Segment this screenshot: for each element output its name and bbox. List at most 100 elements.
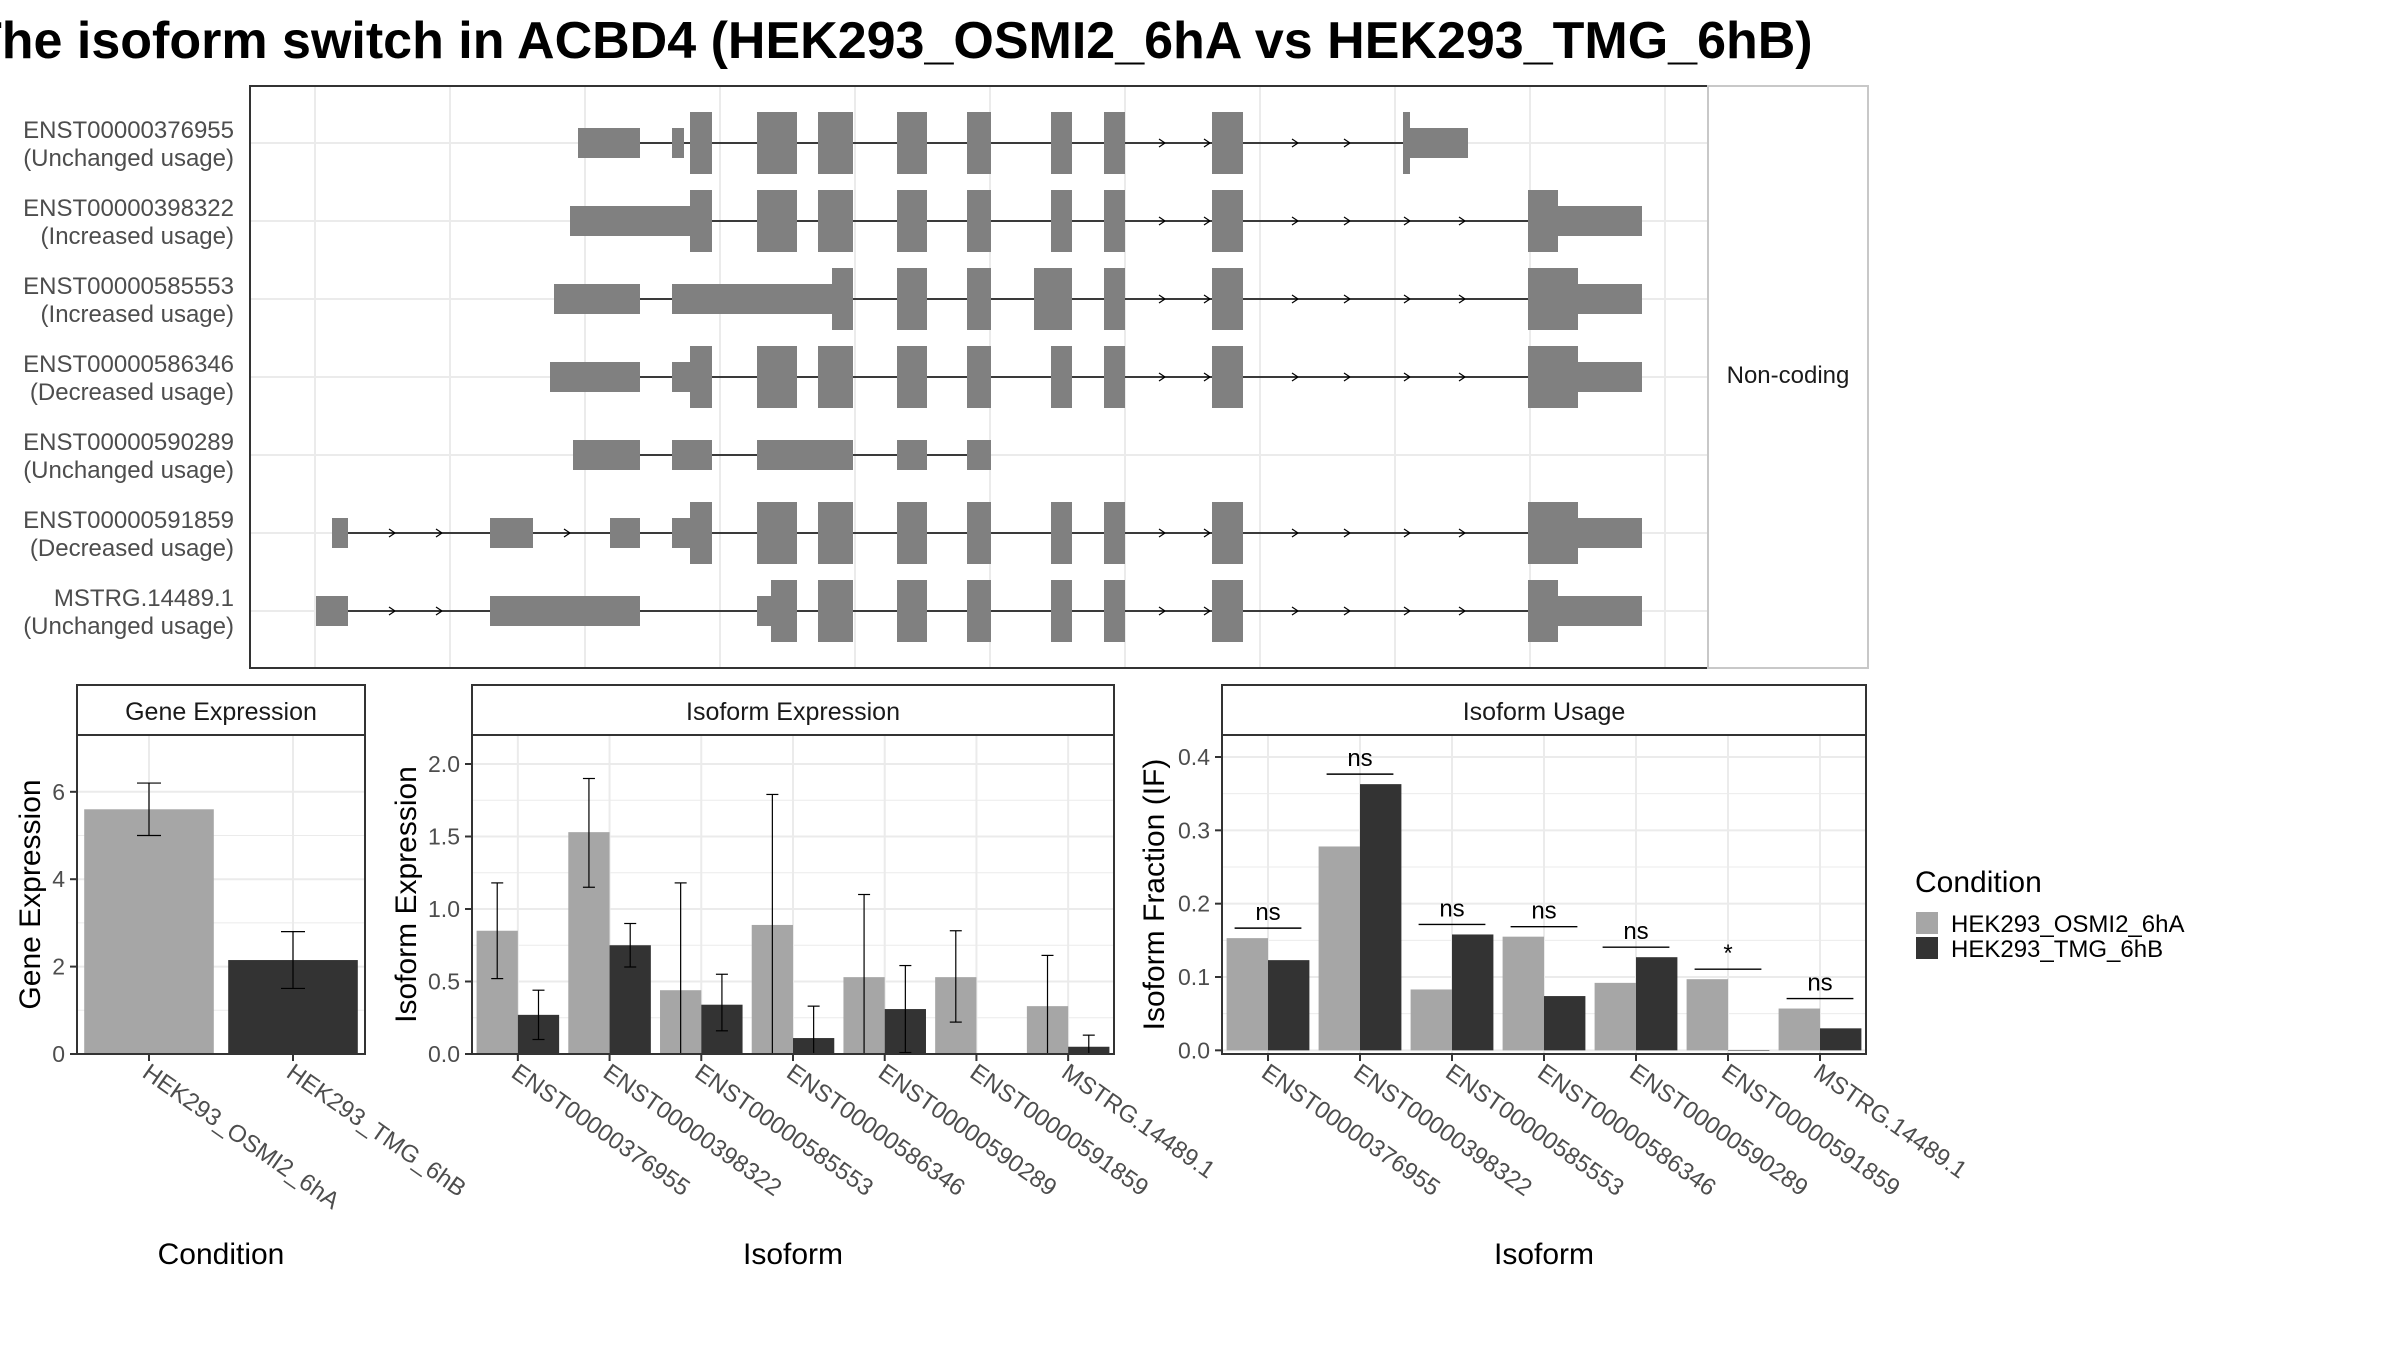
utr-exon — [672, 128, 684, 158]
strand-arrow — [1203, 606, 1212, 616]
strand-arrow — [1403, 294, 1412, 304]
strand-arrow — [1158, 606, 1167, 616]
cds-exon — [897, 502, 927, 564]
cds-exon — [1212, 190, 1243, 252]
strand-arrow — [1158, 216, 1167, 226]
utr-exon — [1578, 284, 1642, 314]
structure-strip — [1707, 85, 1869, 669]
legend-swatch — [1916, 912, 1938, 934]
cds-exon — [967, 502, 991, 564]
utr-exon — [1558, 206, 1642, 236]
legend-label: HEK293_TMG_6hB — [1951, 936, 2163, 963]
y-axis-title: Isoform Expression — [390, 766, 423, 1023]
cds-exon — [1104, 190, 1125, 252]
strand-arrow — [1403, 216, 1412, 226]
bar — [1686, 979, 1728, 1051]
legend-title: Condition — [1915, 866, 2042, 899]
isoform-label: ENST00000398322 — [23, 195, 234, 222]
utr-exon — [672, 362, 690, 392]
cds-exon — [1104, 346, 1125, 408]
significance-label: ns — [1531, 898, 1556, 925]
isoform-label: ENST00000590289 — [23, 429, 234, 456]
utr-exon — [672, 518, 690, 548]
isoform-status-label: (Unchanged usage) — [23, 457, 234, 484]
y-tick-label: 4 — [52, 866, 65, 892]
bar — [1544, 996, 1586, 1051]
bar — [1636, 957, 1678, 1051]
strand-arrow — [1291, 606, 1300, 616]
panel-title: Isoform Expression — [686, 698, 900, 726]
cds-exon — [818, 346, 853, 408]
cds-exon — [690, 112, 712, 174]
strand-arrow — [1158, 528, 1167, 538]
strand-arrow — [1203, 372, 1212, 382]
structure-strip-label: Non-coding — [1727, 362, 1850, 389]
panel-strip — [1221, 684, 1867, 736]
strand-arrow — [1158, 294, 1167, 304]
utr-exon — [332, 518, 348, 548]
utr-exon — [490, 518, 533, 548]
bar — [1360, 784, 1402, 1051]
cds-exon — [757, 190, 797, 252]
cds-exon — [1528, 580, 1558, 642]
cds-exon — [818, 580, 853, 642]
utr-exon — [897, 440, 927, 470]
utr-exon — [578, 128, 640, 158]
strand-arrow — [1458, 294, 1467, 304]
y-axis-title: Isoform Fraction (IF) — [1138, 759, 1171, 1031]
cds-exon — [897, 580, 927, 642]
significance-label: ns — [1347, 745, 1372, 772]
utr-exon — [672, 284, 832, 314]
strand-arrow — [1158, 372, 1167, 382]
cds-exon — [690, 190, 712, 252]
strand-arrow — [1203, 528, 1212, 538]
utr-exon — [1578, 362, 1642, 392]
strand-arrow — [435, 606, 444, 616]
cds-exon — [897, 268, 927, 330]
cds-exon — [967, 190, 991, 252]
utr-exon — [1578, 518, 1642, 548]
bar — [1778, 1008, 1820, 1051]
strand-arrow — [1291, 138, 1300, 148]
bar — [1502, 936, 1544, 1051]
cds-exon — [967, 112, 991, 174]
utr-exon — [1410, 128, 1468, 158]
cds-exon — [1212, 502, 1243, 564]
isoform-label: ENST00000586346 — [23, 351, 234, 378]
figure-title: The isoform switch in ACBD4 (HEK293_OSMI… — [0, 12, 1813, 70]
y-tick-label: 6 — [52, 779, 65, 805]
cds-exon — [690, 346, 712, 408]
y-tick-label: 0.2 — [1178, 891, 1210, 917]
strand-arrow — [1158, 138, 1167, 148]
cds-exon — [1212, 580, 1243, 642]
panel-strip — [471, 684, 1115, 736]
utr-exon — [316, 596, 348, 626]
isoform-label: MSTRG.14489.1 — [54, 585, 234, 612]
bar — [84, 809, 214, 1054]
strand-arrow — [1403, 606, 1412, 616]
cds-exon — [757, 346, 797, 408]
panel-strip — [76, 684, 366, 736]
cds-exon — [1051, 346, 1072, 408]
strand-arrow — [1458, 216, 1467, 226]
isoform-label: ENST00000585553 — [23, 273, 234, 300]
cds-exon — [1104, 502, 1125, 564]
strand-arrow — [388, 528, 397, 538]
strand-arrow — [1403, 528, 1412, 538]
bar — [1728, 1050, 1770, 1051]
strand-arrow — [1343, 528, 1352, 538]
y-tick-label: 2.0 — [428, 751, 460, 777]
cds-exon — [1104, 580, 1125, 642]
y-tick-label: 2 — [52, 954, 65, 980]
strand-arrow — [1458, 372, 1467, 382]
strand-arrow — [1343, 216, 1352, 226]
strand-arrow — [1291, 528, 1300, 538]
strand-arrow — [1203, 294, 1212, 304]
cds-exon — [1212, 112, 1243, 174]
cds-exon — [1051, 190, 1072, 252]
utr-exon — [490, 596, 640, 626]
isoform-label: ENST00000591859 — [23, 507, 234, 534]
panel-title: Isoform Usage — [1463, 698, 1626, 726]
bar — [1268, 960, 1310, 1051]
utr-exon — [757, 596, 771, 626]
